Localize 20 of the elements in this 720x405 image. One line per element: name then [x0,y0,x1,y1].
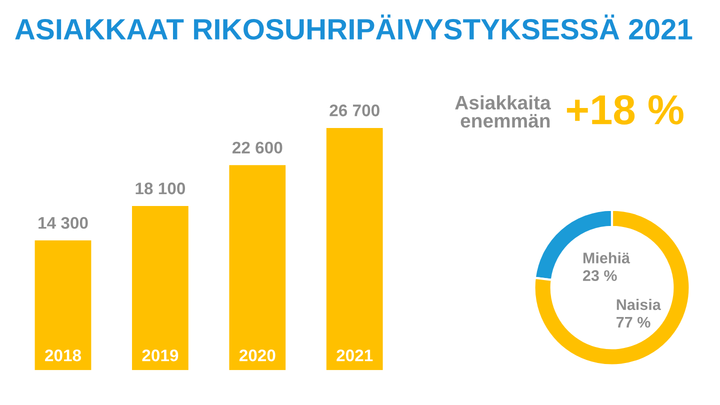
data-label: 14 300 [38,217,88,229]
x-tick-label: 2021 [336,350,373,362]
data-label: 18 100 [136,182,186,194]
x-tick-label: 2019 [142,350,178,362]
data-label: 77 % [616,316,650,328]
bar [326,128,383,370]
slice-label: Naisia [616,298,661,310]
text: Asiakkaita enemmän [455,95,551,128]
bar [229,165,286,370]
bar [132,206,188,370]
x-tick-label: 2020 [239,350,276,362]
chart-title: ASIAKKAAT RIKOSUHRIPÄIVYSTYKSESSÄ 2021 [15,14,692,40]
bar [34,240,92,370]
text: +18 % [566,95,684,125]
data-label: 22 600 [232,142,282,154]
donut-slice [533,208,691,366]
slice-label: Miehiä [583,252,630,264]
data-label: 26 700 [330,104,380,116]
data-label: 23 % [582,270,617,282]
x-tick-label: 2018 [45,350,82,362]
